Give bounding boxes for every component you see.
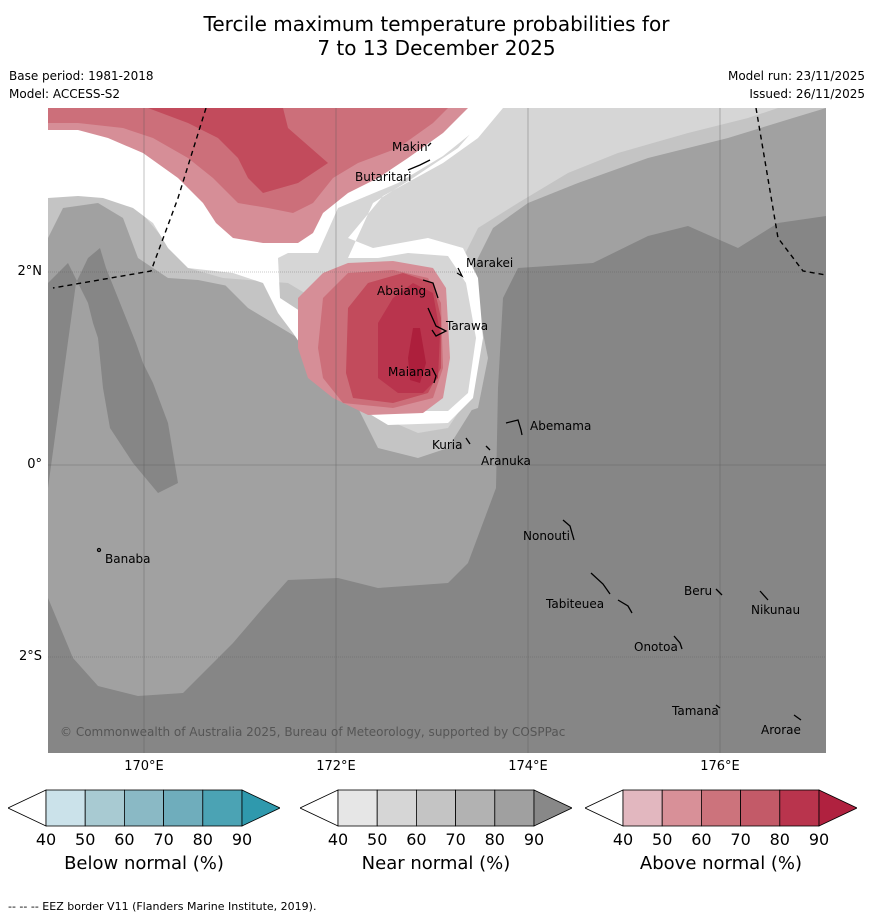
eez-borders: [52, 108, 826, 289]
label-tabiteuea: Tabiteuea: [545, 597, 604, 611]
colorbar-tick-label: 40: [613, 830, 633, 849]
base-period: Base period: 1981-2018: [9, 69, 154, 83]
colorbar-tick-label: 80: [193, 830, 213, 849]
label-tarawa: Tarawa: [445, 319, 488, 333]
title-line-1: Tercile maximum temperature probabilitie…: [203, 12, 670, 36]
gridlines: [48, 108, 826, 753]
footnote: -- -- -- EEZ border V11 (Flanders Marine…: [8, 900, 317, 913]
lon-label-172e: 172°E: [316, 759, 356, 774]
colorbar-segment: [740, 789, 781, 827]
label-abemama: Abemama: [530, 419, 591, 433]
colorbar-segment: [376, 789, 417, 827]
colorbar-tick-label: 50: [367, 830, 387, 849]
colorbar-tick-label: 70: [153, 830, 173, 849]
colorbar-below-normal: 40 50 60 70 80 90: [8, 789, 280, 849]
colorbar-tick-label: 80: [485, 830, 505, 849]
colorbar-extend-high: [818, 789, 857, 827]
label-banaba: Banaba: [105, 552, 151, 566]
colorbar-label-below: Below normal (%): [64, 853, 224, 874]
colorbar-tick-label: 70: [445, 830, 465, 849]
model-name: Model: ACCESS-S2: [9, 87, 121, 101]
label-aranuka: Aranuka: [481, 454, 531, 468]
issued-date: Issued: 26/11/2025: [749, 87, 865, 101]
label-onotoa: Onotoa: [634, 640, 678, 654]
label-nonouti: Nonouti: [523, 529, 570, 543]
copyright-notice: © Commonwealth of Australia 2025, Bureau…: [60, 725, 565, 739]
colorbar-extend-low: [300, 789, 339, 827]
colorbar-tick-label: 50: [75, 830, 95, 849]
model-run: Model run: 23/11/2025: [727, 69, 865, 83]
island-outlines: [96, 142, 802, 721]
colorbar-segment: [337, 789, 378, 827]
colorbar-near-normal: 40 50 60 70 80 90: [300, 789, 572, 849]
map-title: Tercile maximum temperature probabilitie…: [0, 12, 873, 60]
colorbar-tick-label: 40: [36, 830, 56, 849]
contour-white-band: [48, 108, 503, 425]
contour-near-80-west: [48, 248, 178, 493]
colorbar-segment: [701, 789, 742, 827]
colorbar-extend-high: [533, 789, 572, 827]
colorbar-extend-low: [585, 789, 624, 827]
lon-label-170e: 170°E: [124, 759, 164, 774]
colorbar-label-near: Near normal (%): [361, 853, 511, 874]
colorbar-segment: [779, 789, 820, 827]
title-line-2: 7 to 13 December 2025: [317, 36, 556, 60]
colorbar-extend-high: [241, 789, 280, 827]
colorbar-label-above: Above normal (%): [639, 853, 803, 874]
label-tamana: Tamana: [671, 704, 719, 718]
meta-left: Base period: 1981-2018 Model: ACCESS-S2: [9, 67, 154, 103]
colorbar-segment: [455, 789, 496, 827]
label-makin: Makin: [392, 140, 428, 154]
label-butaritari: Butaritari: [355, 170, 412, 184]
colorbar-tick-label: 50: [652, 830, 672, 849]
colorbar-segment: [124, 789, 165, 827]
lon-label-174e: 174°E: [508, 759, 548, 774]
colorbar-segment: [163, 789, 204, 827]
colorbar-tick-label: 60: [691, 830, 711, 849]
colorbar-segment: [661, 789, 702, 827]
lat-label-2s: 2°S: [18, 649, 42, 664]
label-nikunau: Nikunau: [751, 603, 800, 617]
label-arorae: Arorae: [761, 723, 801, 737]
meta-right: Model run: 23/11/2025 Issued: 26/11/2025: [728, 67, 865, 103]
colorbar-extend-low: [8, 789, 47, 827]
label-beru: Beru: [684, 584, 712, 598]
colorbar-tick-label: 90: [524, 830, 544, 849]
colorbar-tick-label: 90: [232, 830, 252, 849]
label-abaiang: Abaiang: [377, 284, 426, 298]
lat-label-0: 0°: [27, 457, 42, 472]
colorbar-above-normal: 40 50 60 70 80 90: [585, 789, 857, 849]
colorbar-tick-label: 40: [328, 830, 348, 849]
lon-label-176e: 176°E: [700, 759, 740, 774]
colorbar-segment: [202, 789, 243, 827]
colorbar-tick-label: 90: [809, 830, 829, 849]
colorbar-segment: [622, 789, 663, 827]
colorbar-segment: [416, 789, 457, 827]
colorbar-segment: [494, 789, 535, 827]
colorbar-tick-label: 60: [406, 830, 426, 849]
label-maiana: Maiana: [388, 365, 431, 379]
label-marakei: Marakei: [466, 256, 513, 270]
probability-map: Makin Butaritari Marakei Abaiang Tarawa …: [48, 108, 826, 753]
place-labels: Makin Butaritari Marakei Abaiang Tarawa …: [105, 140, 801, 737]
contour-above-90-blob: [408, 328, 426, 383]
colorbar-tick-label: 80: [770, 830, 790, 849]
colorbar-segment: [84, 789, 125, 827]
colorbar-tick-label: 60: [114, 830, 134, 849]
colorbar-tick-label: 70: [730, 830, 750, 849]
label-kuria: Kuria: [432, 438, 463, 452]
lat-label-2n: 2°N: [17, 264, 43, 279]
contour-above-70-north: [148, 108, 328, 193]
colorbar-segment: [45, 789, 86, 827]
